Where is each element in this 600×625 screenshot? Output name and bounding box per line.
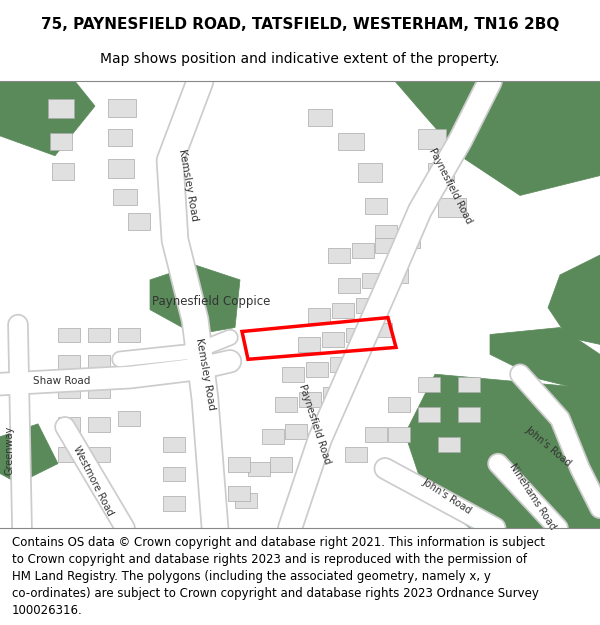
Bar: [270, 457, 292, 471]
Bar: [299, 392, 321, 407]
Bar: [323, 387, 345, 402]
Text: Shaw Road: Shaw Road: [34, 376, 91, 386]
Bar: [365, 427, 387, 442]
Bar: [375, 238, 397, 253]
Bar: [386, 268, 408, 283]
Text: John's Road: John's Road: [523, 425, 573, 469]
Polygon shape: [548, 255, 600, 344]
Bar: [88, 447, 110, 462]
Bar: [50, 133, 72, 150]
Text: Ninehams Road: Ninehams Road: [507, 461, 557, 531]
Bar: [362, 273, 384, 288]
Bar: [345, 447, 367, 462]
Bar: [163, 437, 185, 452]
Bar: [338, 278, 360, 292]
Bar: [322, 332, 344, 348]
Bar: [275, 397, 297, 412]
Text: Paynesfield Road: Paynesfield Road: [427, 146, 473, 225]
Bar: [198, 447, 220, 462]
Bar: [108, 129, 132, 146]
Bar: [308, 109, 332, 126]
Bar: [58, 328, 80, 342]
Bar: [365, 198, 387, 214]
Bar: [358, 162, 382, 181]
Bar: [163, 496, 185, 511]
Bar: [58, 417, 80, 432]
Bar: [438, 437, 460, 452]
Bar: [248, 462, 270, 476]
Bar: [375, 225, 397, 241]
Bar: [356, 298, 378, 312]
Bar: [285, 424, 307, 439]
Bar: [370, 322, 392, 338]
Bar: [118, 328, 140, 342]
Bar: [88, 356, 110, 370]
Bar: [108, 159, 134, 177]
Polygon shape: [0, 424, 58, 484]
Bar: [88, 328, 110, 342]
Bar: [428, 162, 454, 181]
Bar: [398, 233, 420, 248]
Bar: [298, 338, 320, 352]
Text: Greenway: Greenway: [5, 426, 15, 475]
Bar: [308, 308, 330, 322]
Bar: [52, 162, 74, 179]
Bar: [458, 407, 480, 422]
Bar: [128, 213, 150, 230]
Bar: [352, 243, 374, 258]
Bar: [388, 427, 410, 442]
Bar: [228, 486, 250, 501]
Bar: [235, 493, 257, 508]
Bar: [58, 356, 80, 370]
Bar: [330, 357, 352, 372]
Bar: [332, 302, 354, 318]
Text: Paynesfield Road: Paynesfield Road: [298, 382, 332, 465]
Text: John's Road: John's Road: [421, 477, 473, 516]
Bar: [346, 328, 368, 342]
Text: Kemsley Road: Kemsley Road: [177, 149, 199, 222]
Bar: [163, 466, 185, 481]
Polygon shape: [150, 265, 240, 334]
Bar: [88, 383, 110, 398]
Polygon shape: [0, 81, 95, 156]
Polygon shape: [490, 328, 600, 394]
Bar: [58, 383, 80, 398]
Bar: [118, 411, 140, 426]
Bar: [338, 133, 364, 150]
Bar: [88, 417, 110, 432]
Bar: [418, 377, 440, 392]
Bar: [48, 99, 74, 118]
Bar: [282, 368, 304, 382]
Bar: [58, 447, 80, 462]
Bar: [418, 129, 446, 149]
Text: Map shows position and indicative extent of the property.: Map shows position and indicative extent…: [100, 51, 500, 66]
Polygon shape: [545, 81, 600, 126]
Bar: [418, 407, 440, 422]
Bar: [438, 198, 466, 217]
Bar: [228, 457, 250, 471]
Polygon shape: [405, 374, 600, 528]
Bar: [108, 99, 136, 117]
Bar: [198, 476, 220, 491]
Text: Paynesfield Coppice: Paynesfield Coppice: [152, 295, 271, 308]
Bar: [388, 397, 410, 412]
Text: 75, PAYNESFIELD ROAD, TATSFIELD, WESTERHAM, TN16 2BQ: 75, PAYNESFIELD ROAD, TATSFIELD, WESTERH…: [41, 17, 559, 32]
Text: Contains OS data © Crown copyright and database right 2021. This information is : Contains OS data © Crown copyright and d…: [12, 536, 545, 617]
Text: Westmore Road: Westmore Road: [71, 444, 115, 517]
Polygon shape: [395, 81, 600, 196]
Text: Kemsley Road: Kemsley Road: [194, 338, 216, 411]
Bar: [306, 362, 328, 377]
Bar: [458, 377, 480, 392]
Bar: [328, 248, 350, 263]
Bar: [113, 189, 137, 206]
Bar: [262, 429, 284, 444]
Bar: [118, 356, 140, 370]
